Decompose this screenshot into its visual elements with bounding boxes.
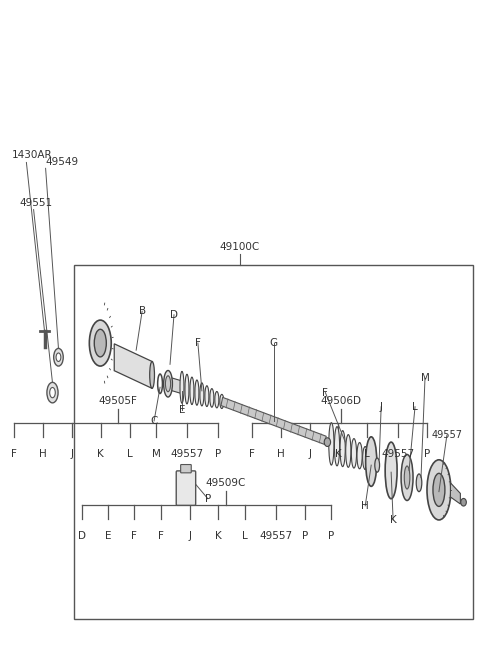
Ellipse shape [433,474,445,506]
Text: J: J [380,402,383,412]
Text: F: F [158,531,164,540]
Text: L: L [127,449,132,458]
Text: J: J [188,531,191,540]
Text: P: P [301,531,308,540]
Text: E: E [105,531,111,540]
Ellipse shape [94,329,107,357]
Ellipse shape [375,458,380,472]
Text: 1430AR: 1430AR [12,151,53,160]
Ellipse shape [54,348,63,366]
Ellipse shape [357,443,362,469]
Text: P: P [424,449,431,458]
Text: L: L [412,402,418,412]
Ellipse shape [363,447,368,470]
Text: D: D [78,531,85,540]
Text: 49557: 49557 [432,430,462,440]
Text: 49551: 49551 [19,198,52,208]
Ellipse shape [166,376,170,392]
Ellipse shape [89,320,111,366]
Text: F: F [249,449,255,458]
Text: F: F [323,388,328,398]
FancyBboxPatch shape [180,464,191,473]
Ellipse shape [329,422,334,465]
Ellipse shape [220,394,224,409]
FancyBboxPatch shape [176,471,196,506]
Ellipse shape [210,388,214,407]
Ellipse shape [180,371,184,403]
Text: 49505F: 49505F [98,396,137,406]
Text: J: J [71,449,73,458]
Text: H: H [361,501,369,511]
Ellipse shape [50,388,55,398]
Ellipse shape [150,362,155,388]
Text: L: L [242,531,248,540]
Polygon shape [450,483,460,504]
Ellipse shape [340,430,345,466]
Ellipse shape [205,386,209,407]
Text: K: K [390,515,396,525]
Ellipse shape [401,455,413,500]
Circle shape [324,438,331,447]
Text: K: K [97,449,104,458]
Text: J: J [308,449,311,458]
Text: F: F [12,449,17,458]
Text: H: H [277,449,285,458]
Ellipse shape [385,442,397,498]
Text: 49557: 49557 [170,449,204,458]
Ellipse shape [190,377,194,405]
Ellipse shape [164,371,172,397]
Text: 49100C: 49100C [220,242,260,252]
Text: C: C [150,416,158,426]
Text: P: P [328,531,335,540]
Text: K: K [215,531,222,540]
Ellipse shape [404,466,410,489]
Text: 49557: 49557 [259,531,293,540]
Ellipse shape [427,460,451,520]
Ellipse shape [200,383,204,406]
Bar [74,265,473,619]
Text: F: F [132,531,137,540]
Text: 49557: 49557 [382,449,415,458]
Text: H: H [39,449,47,458]
Ellipse shape [195,380,199,405]
Ellipse shape [335,426,340,466]
Text: G: G [270,338,277,348]
Ellipse shape [56,353,61,362]
Text: M: M [420,373,430,383]
Ellipse shape [351,439,357,468]
Polygon shape [114,344,152,388]
Text: K: K [335,449,342,458]
Text: L: L [364,449,370,458]
Ellipse shape [215,392,219,408]
Ellipse shape [416,474,422,492]
Ellipse shape [346,435,351,467]
Polygon shape [170,377,182,394]
Circle shape [461,498,467,506]
Text: P: P [215,449,222,458]
Text: B: B [139,307,146,316]
Ellipse shape [185,374,189,404]
Ellipse shape [47,383,58,403]
Text: D: D [170,310,178,320]
Polygon shape [221,398,326,445]
Text: P: P [205,494,211,504]
Text: M: M [152,449,160,458]
Text: 49549: 49549 [46,157,79,167]
Text: E: E [179,405,185,415]
Text: 49506D: 49506D [320,396,361,406]
Text: F: F [195,338,201,348]
Text: 49509C: 49509C [205,478,246,488]
Ellipse shape [366,437,377,486]
